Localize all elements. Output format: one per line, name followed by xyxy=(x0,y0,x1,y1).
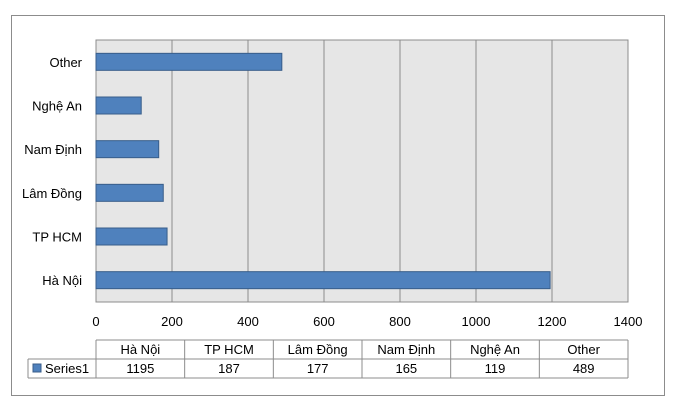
x-tick-label: 200 xyxy=(161,314,183,329)
category-label: Other xyxy=(49,55,82,70)
bar xyxy=(95,271,551,290)
x-tick-label: 1200 xyxy=(538,314,567,329)
category-labels: Hà Nội TP HCM Lâm Đồng Nam Định Nghệ An Other xyxy=(22,55,83,288)
bar xyxy=(95,96,142,115)
bars xyxy=(95,52,551,290)
x-tick-label: 0 xyxy=(92,314,99,329)
x-tick-label: 800 xyxy=(389,314,411,329)
category-label: Nam Định xyxy=(24,142,82,157)
bar xyxy=(95,140,160,159)
table-value: 165 xyxy=(395,361,417,376)
table-header: Nghệ An xyxy=(470,342,520,357)
plot-border xyxy=(95,39,629,303)
bar xyxy=(95,227,168,246)
category-label: Lâm Đồng xyxy=(22,186,82,201)
legend-swatch xyxy=(32,363,42,373)
table-header: Nam Định xyxy=(377,342,435,357)
category-label: Hà Nội xyxy=(42,273,82,288)
legend-series-name: Series1 xyxy=(45,361,89,376)
table-value: 1195 xyxy=(126,361,154,376)
table-value: 187 xyxy=(218,361,240,376)
x-tick-label: 400 xyxy=(237,314,259,329)
table-header: TP HCM xyxy=(204,342,254,357)
table-value: 489 xyxy=(573,361,595,376)
table-header: Other xyxy=(567,342,600,357)
category-label: TP HCM xyxy=(32,230,82,245)
x-tick-label: 1000 xyxy=(462,314,491,329)
data-table: Hà Nội 1195 TP HCM 187 Lâm Đồng 177 Nam Định 16… xyxy=(27,339,629,379)
gridlines xyxy=(95,39,629,303)
category-label: Nghệ An xyxy=(32,99,82,114)
table-value: 177 xyxy=(307,361,329,376)
table-header: Lâm Đồng xyxy=(288,342,348,357)
bar xyxy=(95,52,283,71)
x-tick-label: 600 xyxy=(313,314,335,329)
plot-area xyxy=(96,40,628,302)
x-axis-ticks: 0 200 400 600 800 1000 1200 1400 xyxy=(92,314,642,329)
bar xyxy=(95,183,164,202)
x-tick-label: 1400 xyxy=(614,314,643,329)
table-header: Hà Nội xyxy=(120,342,160,357)
table-value: 119 xyxy=(485,361,506,376)
